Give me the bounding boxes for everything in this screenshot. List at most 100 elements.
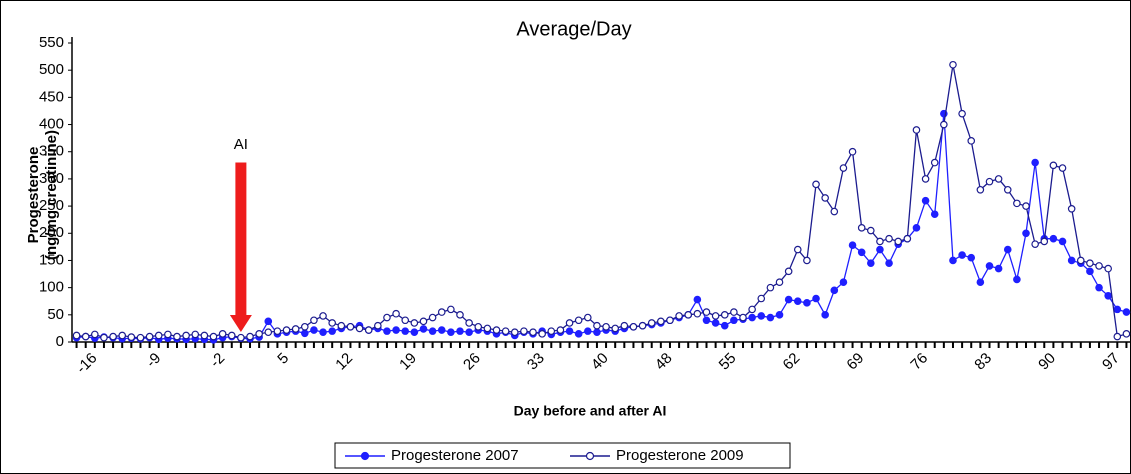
annotation: AI: [234, 136, 248, 153]
point: [209, 332, 218, 341]
point: [940, 120, 948, 129]
point: [300, 322, 309, 331]
point: [967, 253, 976, 262]
point: [374, 321, 382, 330]
point: [812, 180, 820, 189]
point: [702, 316, 711, 325]
point: [291, 325, 300, 333]
y-tick-label: 0: [56, 333, 64, 350]
y-tick-label: 100: [39, 279, 64, 296]
point: [383, 313, 391, 322]
point: [611, 324, 619, 333]
point: [456, 327, 464, 335]
point: [182, 331, 190, 340]
point: [118, 331, 127, 340]
point: [839, 278, 848, 287]
point: [164, 330, 172, 339]
legend-marker: [360, 451, 370, 461]
y-tick-label: 150: [39, 251, 64, 268]
point: [949, 256, 957, 265]
point: [1013, 275, 1021, 284]
y-tick-label: 500: [39, 61, 64, 78]
y-tick-label: 250: [39, 197, 64, 214]
point: [246, 332, 254, 341]
point: [282, 326, 291, 334]
y-tick-label: 400: [39, 116, 64, 133]
point: [693, 309, 702, 318]
point: [958, 251, 966, 259]
point: [1058, 237, 1067, 246]
point: [401, 327, 410, 335]
point: [310, 316, 318, 325]
point: [730, 316, 738, 325]
legend: [334, 442, 791, 469]
point: [903, 234, 912, 243]
point: [647, 319, 656, 327]
point: [1104, 291, 1112, 300]
point: [1049, 161, 1058, 170]
point: [830, 207, 839, 216]
point: [912, 224, 921, 232]
point: [346, 322, 355, 331]
point: [766, 283, 775, 292]
point: [447, 328, 455, 337]
point: [1031, 158, 1039, 167]
point: [711, 319, 720, 327]
point: [1086, 267, 1094, 276]
point: [748, 305, 756, 314]
x-axis-label: Day before and after AI: [514, 403, 667, 419]
point: [812, 294, 820, 303]
point: [803, 256, 811, 265]
point: [456, 311, 464, 319]
point: [976, 278, 985, 287]
point: [1113, 305, 1122, 314]
y-tick-label: 200: [39, 224, 64, 241]
point: [857, 224, 866, 232]
arrow-head: [229, 315, 252, 332]
point: [867, 226, 875, 235]
point: [593, 328, 601, 337]
point: [894, 237, 903, 246]
point: [127, 333, 136, 341]
point: [1095, 262, 1103, 270]
y-tick-label: 50: [47, 306, 64, 323]
point: [1040, 237, 1049, 246]
point: [830, 286, 839, 295]
point: [766, 313, 775, 322]
point: [1067, 256, 1076, 265]
point: [465, 328, 473, 337]
point: [584, 327, 592, 335]
point: [273, 327, 282, 335]
point: [1022, 202, 1030, 210]
point: [693, 295, 702, 304]
point: [565, 319, 574, 327]
point: [556, 326, 565, 334]
point: [419, 325, 428, 333]
point: [91, 330, 99, 339]
point: [666, 316, 674, 325]
point: [310, 326, 318, 334]
point: [994, 264, 1003, 273]
point: [364, 326, 373, 334]
point: [465, 319, 473, 327]
point: [319, 312, 327, 320]
point: [821, 311, 829, 319]
point: [857, 248, 866, 257]
point: [757, 312, 766, 320]
point: [437, 326, 446, 334]
point: [300, 329, 309, 338]
point: [328, 319, 336, 327]
point: [1113, 332, 1122, 341]
point: [775, 278, 784, 287]
point: [921, 196, 930, 205]
point: [474, 322, 483, 331]
point: [839, 164, 848, 172]
point: [803, 299, 811, 307]
point: [145, 332, 154, 341]
point: [355, 324, 364, 333]
point: [675, 312, 683, 320]
point: [492, 326, 501, 334]
point: [538, 330, 546, 338]
point: [994, 175, 1003, 183]
point: [1067, 205, 1076, 213]
